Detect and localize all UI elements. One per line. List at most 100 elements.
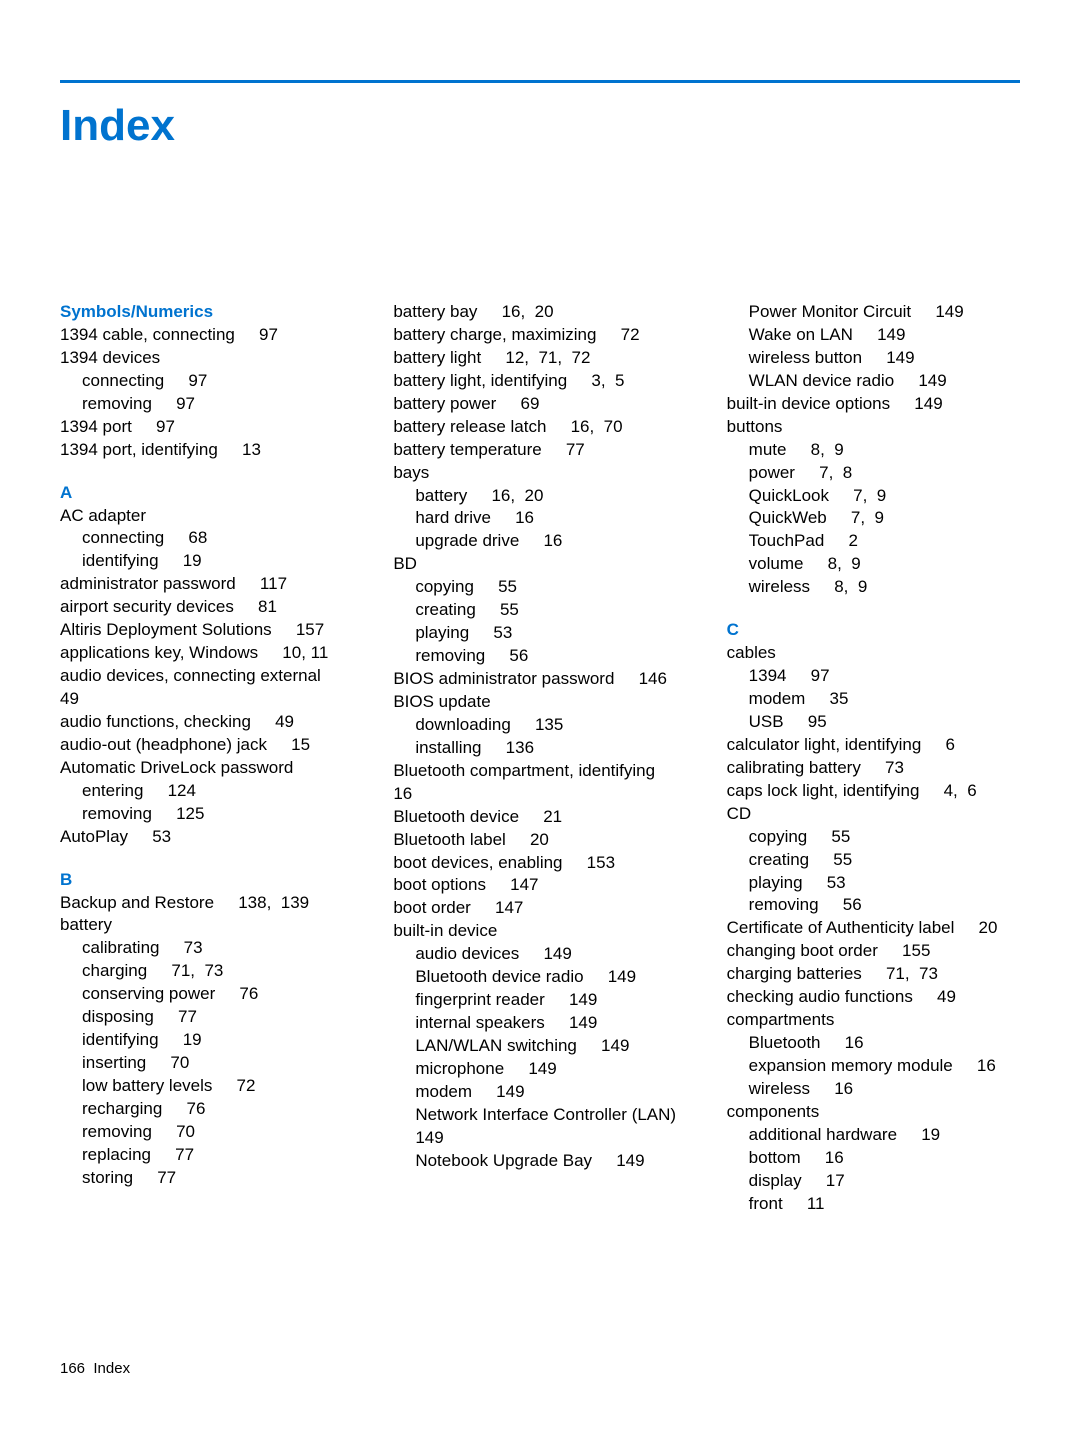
- index-entry-pages: 73: [170, 938, 203, 957]
- page-title: Index: [60, 101, 1020, 151]
- index-entry: wireless 8, 9: [749, 576, 1020, 599]
- index-entry-text: Bluetooth: [749, 1033, 821, 1052]
- index-entry: installing 136: [415, 737, 686, 760]
- index-entry: additional hardware 19: [749, 1124, 1020, 1147]
- index-entry: compartments: [727, 1009, 1020, 1032]
- index-entry-pages: 49: [923, 987, 956, 1006]
- index-entry-text: volume: [749, 554, 804, 573]
- index-entry-text: charging: [82, 961, 147, 980]
- page-footer: 166 Index: [60, 1360, 130, 1377]
- index-entry-pages: 149: [872, 348, 915, 367]
- index-entry-text: USB: [749, 712, 784, 731]
- index-entry: Network Interface Controller (LAN) 149: [415, 1104, 686, 1150]
- index-entry-text: checking audio functions: [727, 987, 913, 1006]
- index-entry-pages: 55: [484, 577, 517, 596]
- index-entry-text: wireless: [749, 1079, 810, 1098]
- index-entry-pages: 15: [277, 735, 310, 754]
- index-entry: checking audio functions 49: [727, 986, 1020, 1009]
- index-entry-pages: 71, 73: [157, 961, 223, 980]
- index-entry-text: Notebook Upgrade Bay: [415, 1151, 592, 1170]
- index-entry: removing 56: [749, 894, 1020, 917]
- index-entry: front 11: [749, 1193, 1020, 1216]
- index-entry-pages: 149: [482, 1082, 525, 1101]
- index-entry-text: playing: [415, 623, 469, 642]
- index-entry-text: BIOS administrator password: [393, 669, 614, 688]
- index-entry: creating 55: [749, 849, 1020, 872]
- index-entry: removing 70: [82, 1121, 353, 1144]
- index-entry-pages: 70: [156, 1053, 189, 1072]
- index-entry-pages: 8, 9: [813, 554, 860, 573]
- index-entry-text: wireless button: [749, 348, 862, 367]
- index-entry-pages: 81: [244, 597, 277, 616]
- index-column-2: battery bay 16, 20battery charge, maximi…: [393, 301, 686, 1216]
- index-entry-text: airport security devices: [60, 597, 234, 616]
- index-entry: built-in device options 149: [727, 393, 1020, 416]
- index-entry-text: battery: [415, 486, 467, 505]
- index-entry: copying 55: [415, 576, 686, 599]
- index-entry-text: caps lock light, identifying: [727, 781, 920, 800]
- index-entry-pages: 149: [863, 325, 906, 344]
- index-entry: battery charge, maximizing 72: [393, 324, 686, 347]
- index-entry-text: CD: [727, 804, 752, 823]
- index-entry-pages: 73: [871, 758, 904, 777]
- index-entry-text: removing: [82, 804, 152, 823]
- index-entry-pages: 72: [222, 1076, 255, 1095]
- index-entry-text: boot order: [393, 898, 471, 917]
- index-entry: replacing 77: [82, 1144, 353, 1167]
- index-entry-text: modem: [749, 689, 806, 708]
- index-entry: low battery levels 72: [82, 1075, 353, 1098]
- index-entry: battery 16, 20: [415, 485, 686, 508]
- index-entry: connecting 97: [82, 370, 353, 393]
- index-entry-pages: 147: [481, 898, 524, 917]
- index-entry: bays: [393, 462, 686, 485]
- index-entry-pages: 53: [138, 827, 171, 846]
- index-entry: expansion memory module 16: [749, 1055, 1020, 1078]
- index-entry: identifying 19: [82, 1029, 353, 1052]
- index-entry-pages: 146: [624, 669, 667, 688]
- index-entry-text: expansion memory module: [749, 1056, 953, 1075]
- index-entry-pages: 16, 20: [487, 302, 553, 321]
- index-entry-text: calculator light, identifying: [727, 735, 922, 754]
- index-entry-pages: 77: [143, 1168, 176, 1187]
- index-entry-text: battery light: [393, 348, 481, 367]
- index-entry: removing 56: [415, 645, 686, 668]
- index-entry-text: boot options: [393, 875, 486, 894]
- index-entry-pages: 155: [888, 941, 931, 960]
- index-entry-pages: 10, 11: [268, 643, 328, 662]
- index-entry-text: power: [749, 463, 795, 482]
- index-entry: audio functions, checking 49: [60, 711, 353, 734]
- index-entry-pages: 149: [594, 967, 637, 986]
- index-entry: disposing 77: [82, 1006, 353, 1029]
- index-entry-pages: 125: [162, 804, 205, 823]
- index-entry: storing 77: [82, 1167, 353, 1190]
- index-entry: internal speakers 149: [415, 1012, 686, 1035]
- index-entry: Notebook Upgrade Bay 149: [415, 1150, 686, 1173]
- index-entry: airport security devices 81: [60, 596, 353, 619]
- index-entry-text: removing: [415, 646, 485, 665]
- index-entry: BD: [393, 553, 686, 576]
- index-entry-text: mute: [749, 440, 787, 459]
- index-entry-pages: 56: [495, 646, 528, 665]
- index-entry-pages: 149: [555, 1013, 598, 1032]
- index-page: Index Symbols/Numerics1394 cable, connec…: [0, 0, 1080, 1437]
- index-entry-text: identifying: [82, 1030, 159, 1049]
- index-entry: identifying 19: [82, 550, 353, 573]
- index-entry: AC adapter: [60, 505, 353, 528]
- index-entry-pages: 149: [555, 990, 598, 1009]
- index-entry-pages: 55: [486, 600, 519, 619]
- index-entry-text: battery power: [393, 394, 496, 413]
- section-heading: C: [727, 619, 1020, 642]
- index-entry: QuickLook 7, 9: [749, 485, 1020, 508]
- index-entry-text: battery charge, maximizing: [393, 325, 596, 344]
- index-entry-text: Bluetooth device: [393, 807, 519, 826]
- index-entry-text: removing: [82, 1122, 152, 1141]
- index-entry-pages: 19: [169, 1030, 202, 1049]
- index-entry: Bluetooth 16: [749, 1032, 1020, 1055]
- index-entry: audio-out (headphone) jack 15: [60, 734, 353, 757]
- index-entry: display 17: [749, 1170, 1020, 1193]
- index-entry: battery power 69: [393, 393, 686, 416]
- index-entry-text: boot devices, enabling: [393, 853, 562, 872]
- index-column-1: Symbols/Numerics1394 cable, connecting 9…: [60, 301, 353, 1216]
- index-entry: Bluetooth compartment, identifying 16: [393, 760, 686, 806]
- index-entry: 1394 cable, connecting 97: [60, 324, 353, 347]
